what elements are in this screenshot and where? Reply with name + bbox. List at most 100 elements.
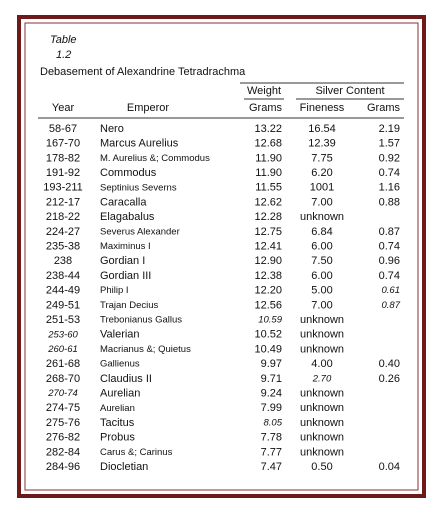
table-cell: 7.75	[311, 152, 332, 164]
table-cell: 1001	[310, 182, 334, 194]
table-cell: Carus &; Carinus	[100, 447, 173, 458]
table-cell: 7.78	[261, 432, 282, 444]
group-header: Weight	[247, 85, 281, 97]
table-cell: 0.50	[311, 461, 332, 473]
table-cell: Tacitus	[100, 417, 135, 429]
table-cell: Trebonianus Gallus	[100, 315, 182, 326]
table-cell: 12.39	[308, 138, 336, 150]
table-cell: 11.55	[255, 182, 282, 194]
table-cell: 10.49	[254, 343, 282, 355]
table-cell: 224-27	[46, 226, 80, 238]
table-cell: 6.84	[311, 226, 332, 238]
table-cell: 0.74	[379, 270, 400, 282]
table-cell: 10.59	[258, 315, 282, 326]
table-cell: 1.57	[379, 138, 400, 150]
group-header: Silver Content	[315, 85, 384, 97]
table-cell: Septinius Severns	[100, 182, 177, 193]
table-cell: 7.47	[261, 461, 282, 473]
table-cell: Gordian I	[100, 255, 145, 267]
table-cell: 253-60	[47, 329, 78, 340]
table-cell: 12.68	[254, 138, 282, 150]
table-cell: unknown	[300, 432, 344, 444]
table-cell: 167-70	[46, 138, 80, 150]
table-cell: Gallienus	[100, 359, 140, 370]
table-cell: Severus Alexander	[100, 226, 180, 237]
table-cell: 9.24	[261, 388, 282, 400]
table-cell: Philip I	[100, 285, 129, 296]
table-cell: unknown	[300, 388, 344, 400]
table-cell: 0.92	[379, 152, 400, 164]
table-cell: 13.22	[254, 123, 282, 135]
table-cell: Macrianus &; Quietus	[100, 344, 191, 355]
column-header: Grams	[249, 102, 283, 114]
table-cell: 0.61	[382, 285, 401, 296]
table-cell: 235-38	[46, 241, 80, 253]
table-cell: 9.97	[261, 358, 282, 370]
table-cell: 193-211	[43, 182, 83, 194]
table-cell: 2.19	[379, 123, 400, 135]
table-cell: 238	[54, 255, 72, 267]
frame-outer	[17, 15, 426, 498]
table-cell: 275-76	[46, 417, 80, 429]
table-cell: 12.75	[254, 226, 282, 238]
table-cell: 7.99	[261, 402, 282, 414]
table-cell: 0.74	[379, 241, 400, 253]
table-cell: Gordian III	[100, 270, 151, 282]
table-cell: 251-53	[46, 314, 80, 326]
table-cell: 282-84	[46, 446, 80, 458]
table-cell: 0.87	[382, 300, 401, 311]
table-cell: 212-17	[46, 196, 80, 208]
table-cell: 238-44	[46, 270, 80, 282]
table-cell: 0.04	[379, 461, 400, 473]
table-cell: 4.00	[311, 358, 332, 370]
column-header: Fineness	[300, 102, 345, 114]
table-cell: 178-82	[46, 152, 80, 164]
table-cell: unknown	[300, 211, 344, 223]
column-header: Emperor	[127, 102, 170, 114]
table-cell: 6.00	[311, 270, 332, 282]
table-cell: Caracalla	[100, 196, 147, 208]
table-cell: 12.28	[254, 211, 282, 223]
table-cell: 11.90	[255, 152, 282, 164]
table-cell: 8.05	[264, 418, 283, 429]
table-cell: unknown	[300, 402, 344, 414]
table-cell: 260-61	[47, 344, 78, 355]
table-cell: M. Aurelius &; Commodus	[100, 153, 210, 164]
table-cell: 7.77	[261, 446, 282, 458]
table-cell: 12.90	[254, 255, 282, 267]
caption-number: 1.2	[56, 49, 71, 61]
table-cell: 7.00	[311, 196, 332, 208]
table-cell: 16.54	[308, 123, 336, 135]
table-cell: Valerian	[100, 329, 140, 341]
table-cell: unknown	[300, 417, 344, 429]
table-cell: 276-82	[46, 432, 80, 444]
table-cell: 0.40	[379, 358, 400, 370]
table-cell: 10.52	[254, 329, 282, 341]
table-cell: unknown	[300, 343, 344, 355]
table-cell: Nero	[100, 123, 124, 135]
table-cell: 58-67	[49, 123, 77, 135]
caption-title: Debasement of Alexandrine Tetradrachma	[40, 66, 246, 78]
table-cell: 270-74	[47, 388, 78, 399]
table-cell: 5.00	[311, 285, 332, 297]
table-cell: Diocletian	[100, 461, 148, 473]
table-cell: 12.38	[254, 270, 282, 282]
table-cell: 218-22	[46, 211, 80, 223]
table-cell: 244-49	[46, 285, 80, 297]
table-cell: 12.41	[254, 241, 282, 253]
column-header: Year	[52, 102, 75, 114]
table-cell: 7.00	[311, 299, 332, 311]
table-cell: 274-75	[46, 402, 80, 414]
table-cell: unknown	[300, 329, 344, 341]
table-cell: 1.16	[379, 182, 400, 194]
table-cell: Aurelian	[100, 403, 135, 414]
caption-label: Table	[50, 34, 77, 46]
table-cell: 261-68	[46, 358, 80, 370]
table-cell: unknown	[300, 446, 344, 458]
table-cell: 0.88	[379, 196, 400, 208]
table-cell: 6.00	[311, 241, 332, 253]
table-cell: Trajan Decius	[100, 300, 159, 311]
table-cell: 6.20	[311, 167, 332, 179]
table-cell: 0.74	[379, 167, 400, 179]
